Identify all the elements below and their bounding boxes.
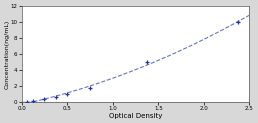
X-axis label: Optical Density: Optical Density [109,113,162,119]
Y-axis label: Concentration(ng/mL): Concentration(ng/mL) [4,20,9,89]
